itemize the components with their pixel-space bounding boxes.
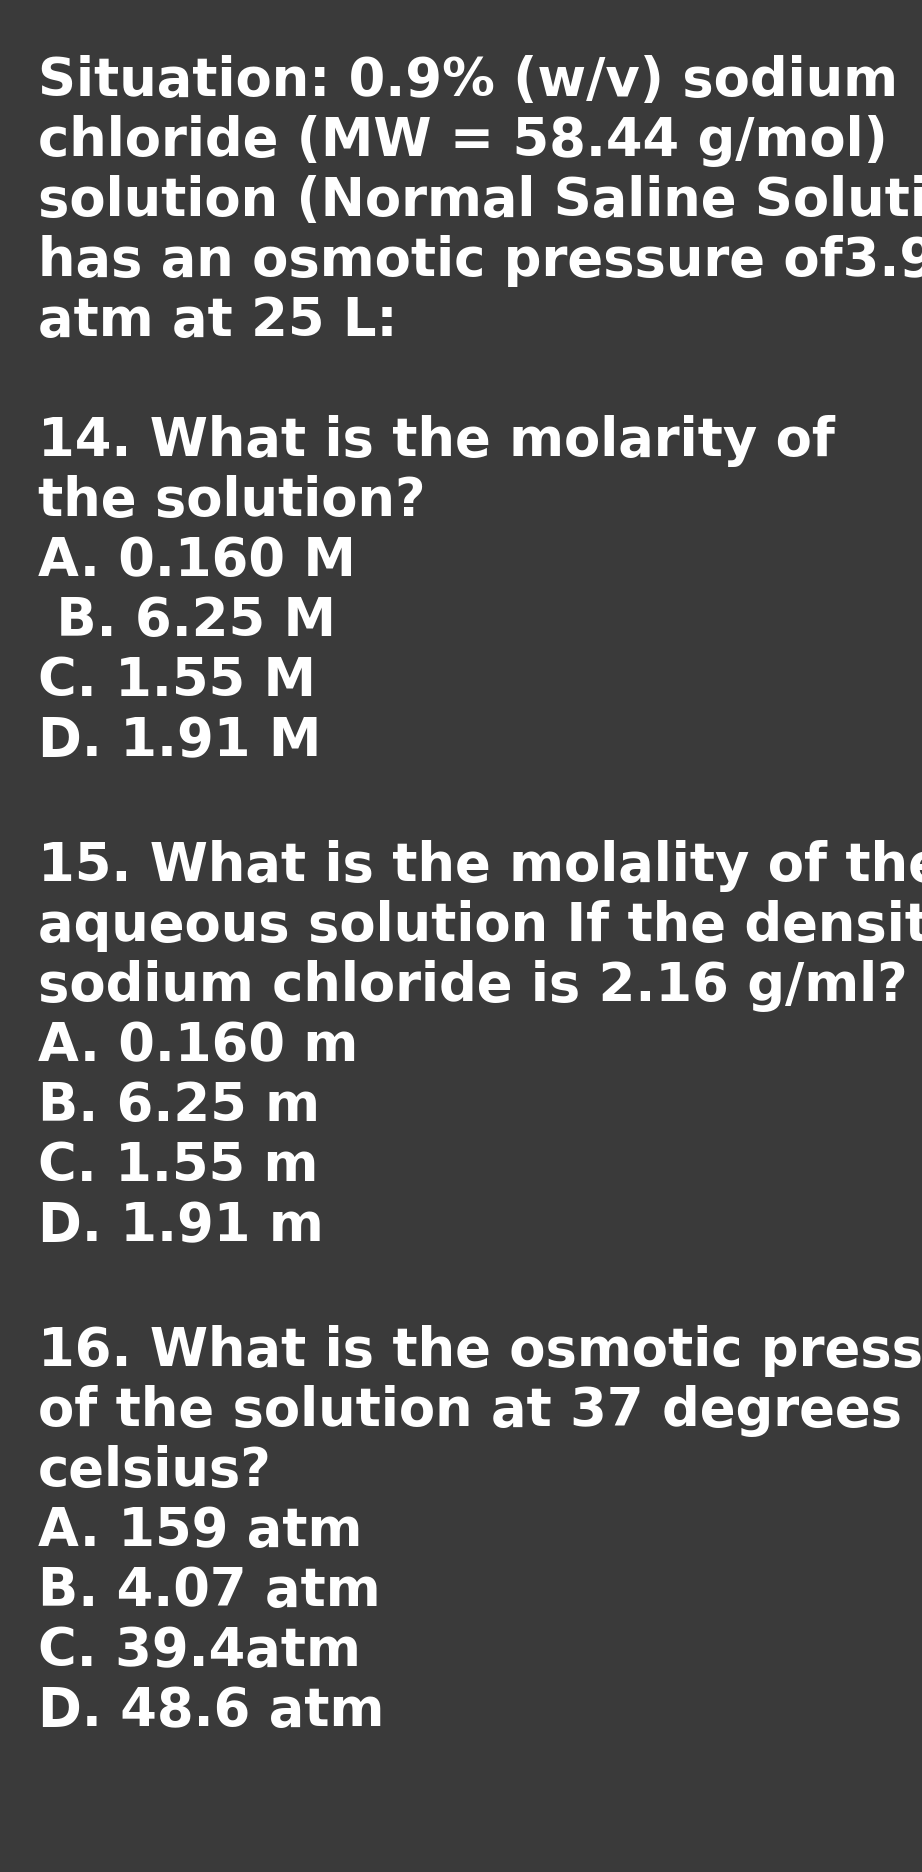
Text: solution (Normal Saline Solution): solution (Normal Saline Solution) <box>38 174 922 227</box>
Text: of the solution at 37 degrees: of the solution at 37 degrees <box>38 1385 902 1438</box>
Text: C. 1.55 m: C. 1.55 m <box>38 1140 318 1192</box>
Text: B. 4.07 atm: B. 4.07 atm <box>38 1565 381 1617</box>
Text: A. 0.160 M: A. 0.160 M <box>38 535 356 588</box>
Text: has an osmotic pressure of3.91: has an osmotic pressure of3.91 <box>38 236 922 286</box>
Text: B. 6.25 m: B. 6.25 m <box>38 1080 320 1133</box>
Text: A. 0.160 m: A. 0.160 m <box>38 1020 359 1073</box>
Text: 16. What is the osmotic pressure: 16. What is the osmotic pressure <box>38 1325 922 1378</box>
Text: aqueous solution If the density of: aqueous solution If the density of <box>38 900 922 953</box>
Text: D. 1.91 M: D. 1.91 M <box>38 715 322 768</box>
Text: 15. What is the molality of the: 15. What is the molality of the <box>38 841 922 891</box>
Text: C. 39.4atm: C. 39.4atm <box>38 1625 361 1677</box>
Text: B. 6.25 M: B. 6.25 M <box>38 595 336 648</box>
Text: chloride (MW = 58.44 g/mol): chloride (MW = 58.44 g/mol) <box>38 114 888 167</box>
Text: 14. What is the molarity of: 14. What is the molarity of <box>38 416 835 466</box>
Text: the solution?: the solution? <box>38 475 425 528</box>
Text: sodium chloride is 2.16 g/ml?: sodium chloride is 2.16 g/ml? <box>38 960 907 1013</box>
Text: Situation: 0.9% (w/v) sodium: Situation: 0.9% (w/v) sodium <box>38 54 898 107</box>
Text: C. 1.55 M: C. 1.55 M <box>38 655 316 708</box>
Text: D. 48.6 atm: D. 48.6 atm <box>38 1685 384 1737</box>
Text: atm at 25 L:: atm at 25 L: <box>38 296 397 346</box>
Text: D. 1.91 m: D. 1.91 m <box>38 1200 324 1252</box>
Text: celsius?: celsius? <box>38 1445 272 1498</box>
Text: A. 159 atm: A. 159 atm <box>38 1505 362 1558</box>
FancyBboxPatch shape <box>12 11 910 1861</box>
